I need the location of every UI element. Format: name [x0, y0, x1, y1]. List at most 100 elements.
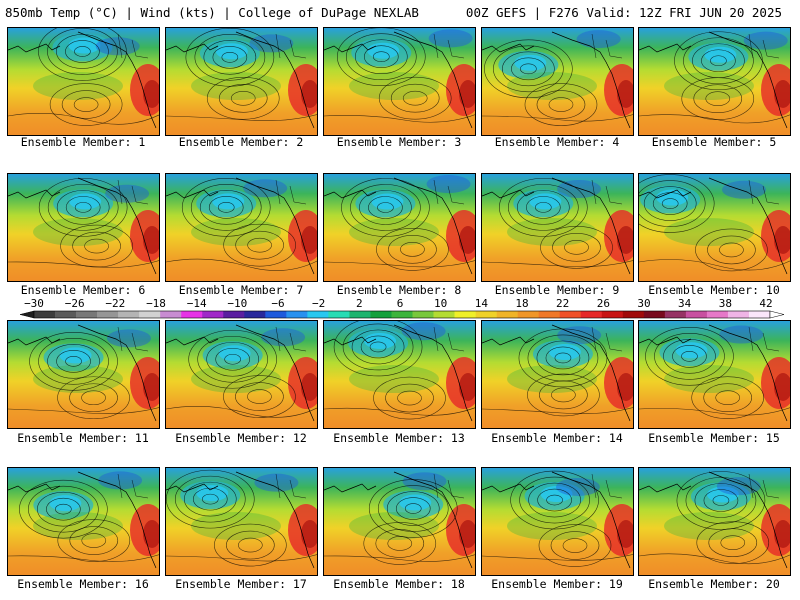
- colorbar-tick-label: 6: [397, 297, 404, 310]
- colorbar-swatch: [580, 311, 603, 318]
- height-contour: [224, 353, 241, 365]
- mid-latitude-shading: [664, 218, 754, 246]
- colorbar-swatch: [223, 311, 245, 318]
- coastline-north-america: [77, 471, 157, 569]
- colorbar-tick-label: −30: [24, 297, 44, 310]
- political-border: [591, 179, 623, 205]
- colorbar-swatch: [559, 311, 582, 318]
- height-contour: [47, 184, 119, 231]
- height-contour: [538, 524, 612, 567]
- arctic-cold-shading: [254, 473, 299, 492]
- colorbar-tick-label: 2: [356, 297, 363, 310]
- coastline-north-america: [551, 324, 631, 422]
- height-contour: [183, 481, 237, 517]
- height-contour: [528, 482, 581, 518]
- colorbar-tick-label: 26: [597, 297, 610, 310]
- height-contour: [484, 39, 573, 99]
- height-contour: [377, 202, 394, 213]
- political-border: [591, 326, 623, 352]
- height-contour: [502, 51, 555, 87]
- arctic-cold-shading: [106, 329, 151, 348]
- height-contour: [73, 97, 99, 112]
- height-contour: [341, 178, 430, 237]
- arctic-cold-shading: [401, 322, 446, 341]
- colorbar-swatch: [412, 311, 434, 318]
- height-contour: [672, 345, 707, 368]
- height-contour: [363, 522, 437, 565]
- political-border: [433, 473, 465, 499]
- height-contour: [527, 373, 600, 417]
- coastline-north-america: [235, 471, 315, 569]
- political-border: [748, 33, 780, 59]
- colorbar-swatch: [349, 311, 371, 318]
- height-contour: [247, 389, 272, 404]
- ensemble-member-label: Ensemble Member: 1: [20, 135, 146, 149]
- colorbar-swatch: [244, 311, 266, 318]
- height-contour: [524, 83, 598, 126]
- arctic-cold-shading: [428, 29, 473, 48]
- warm-core-shading: [774, 373, 790, 401]
- height-contour: [715, 390, 740, 405]
- ensemble-map-panel: [481, 467, 634, 576]
- height-contour: [368, 196, 403, 219]
- height-contour: [508, 184, 579, 231]
- height-contour: [56, 350, 91, 373]
- height-contour: [56, 34, 109, 69]
- height-contour: [536, 90, 586, 119]
- height-contour: [499, 178, 588, 237]
- height-contour: [712, 495, 730, 506]
- height-contour: [645, 327, 734, 386]
- height-contour: [535, 202, 552, 213]
- coastline-asia: [166, 483, 219, 493]
- colorbar-swatch: [286, 311, 308, 318]
- coastline-north-america: [77, 31, 157, 129]
- height-contour: [74, 202, 92, 213]
- height-contour: [37, 491, 90, 527]
- coastline-asia: [324, 189, 377, 199]
- height-contour: [354, 39, 408, 75]
- height-contour: [8, 113, 159, 125]
- height-contour: [8, 260, 159, 268]
- colorbar-tick-label: −18: [146, 297, 166, 310]
- colorbar-tick-label: 10: [434, 297, 447, 310]
- height-contour: [81, 390, 106, 406]
- height-contour: [562, 538, 588, 553]
- coastline-asia: [324, 43, 377, 53]
- ensemble-map-panel: [323, 173, 476, 282]
- arctic-cold-shading: [98, 471, 143, 490]
- colorbar-tick-label: 38: [719, 297, 732, 310]
- coastline-asia: [639, 483, 692, 493]
- height-contour: [190, 184, 262, 231]
- ensemble-map-panel: [7, 27, 160, 136]
- height-contour: [681, 351, 698, 362]
- arctic-cold-shading: [426, 175, 471, 194]
- coastline-north-america: [235, 177, 315, 275]
- colorbar-swatch: [307, 311, 329, 318]
- height-contour: [643, 186, 697, 221]
- cold-core-shading: [706, 486, 739, 503]
- ensemble-member-label: Ensemble Member: 11: [17, 431, 149, 445]
- height-contour: [238, 537, 263, 553]
- height-contour: [518, 328, 608, 388]
- arctic-cold-shading: [243, 179, 288, 198]
- height-contour: [166, 114, 317, 122]
- height-contour: [235, 382, 284, 411]
- height-contour: [661, 198, 679, 209]
- height-contour: [493, 45, 564, 93]
- ensemble-map-panel: [7, 467, 160, 576]
- colorbar-tick-label: 34: [678, 297, 692, 310]
- warm-core-shading: [143, 80, 159, 108]
- height-contour: [510, 470, 599, 530]
- ensemble-member-label: Ensemble Member: 8: [336, 283, 462, 297]
- mid-latitude-shading: [349, 218, 439, 246]
- coastline-asia: [8, 43, 61, 53]
- colorbar-swatch: [160, 311, 182, 318]
- colorbar-swatch: [496, 311, 518, 318]
- political-border: [433, 33, 465, 59]
- height-contour: [695, 228, 768, 272]
- height-contour: [482, 407, 633, 415]
- ensemble-member-label: Ensemble Member: 9: [494, 283, 620, 297]
- height-contour: [342, 323, 414, 371]
- coastline-asia: [482, 189, 535, 199]
- height-contour: [654, 333, 725, 380]
